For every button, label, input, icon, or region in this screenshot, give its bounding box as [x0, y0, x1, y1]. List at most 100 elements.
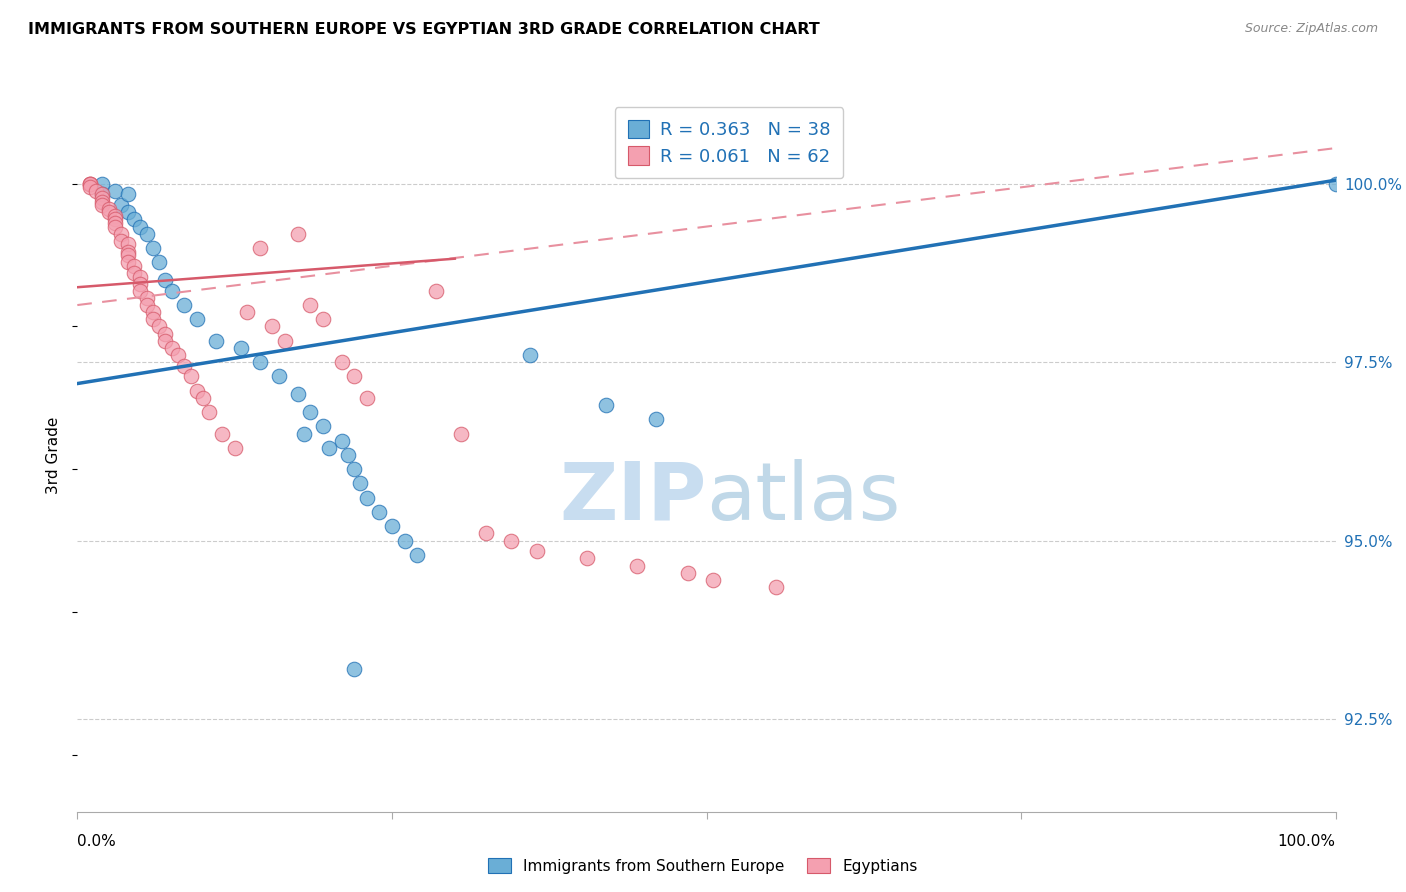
- Point: [91, 187, 114, 202]
- Point: [79, 177, 101, 191]
- Point: [79, 177, 101, 191]
- Point: [368, 505, 391, 519]
- Point: [173, 359, 195, 373]
- Text: atlas: atlas: [707, 458, 901, 537]
- Point: [191, 391, 215, 405]
- Point: [135, 227, 157, 241]
- Point: [104, 209, 127, 223]
- Point: [155, 326, 177, 341]
- Point: [198, 405, 221, 419]
- Point: [110, 234, 132, 248]
- Point: [287, 227, 309, 241]
- Point: [104, 219, 127, 234]
- Point: [312, 312, 335, 326]
- Point: [180, 369, 202, 384]
- Point: [645, 412, 668, 426]
- Point: [91, 187, 114, 202]
- Point: [148, 319, 170, 334]
- Point: [312, 419, 335, 434]
- Point: [117, 187, 139, 202]
- Point: [117, 255, 139, 269]
- Point: [356, 491, 378, 505]
- Point: [91, 177, 114, 191]
- Point: [765, 580, 787, 594]
- Point: [274, 334, 297, 348]
- Point: [204, 334, 226, 348]
- Point: [155, 334, 177, 348]
- Point: [91, 198, 114, 212]
- Point: [155, 273, 177, 287]
- Point: [229, 341, 252, 355]
- Point: [475, 526, 498, 541]
- Point: [287, 387, 309, 401]
- Legend: R = 0.363   N = 38, R = 0.061   N = 62: R = 0.363 N = 38, R = 0.061 N = 62: [614, 107, 844, 178]
- Point: [135, 298, 157, 312]
- Point: [267, 369, 290, 384]
- Point: [299, 298, 322, 312]
- Point: [249, 355, 271, 369]
- Point: [186, 312, 208, 326]
- Text: 0.0%: 0.0%: [77, 834, 117, 849]
- Point: [142, 241, 165, 255]
- Point: [97, 202, 120, 216]
- Point: [122, 212, 145, 227]
- Point: [91, 194, 114, 209]
- Point: [117, 205, 139, 219]
- Point: [318, 441, 340, 455]
- Point: [224, 441, 246, 455]
- Point: [117, 237, 139, 252]
- Point: [236, 305, 259, 319]
- Point: [292, 426, 315, 441]
- Point: [343, 662, 366, 676]
- Text: IMMIGRANTS FROM SOUTHERN EUROPE VS EGYPTIAN 3RD GRADE CORRELATION CHART: IMMIGRANTS FROM SOUTHERN EUROPE VS EGYPT…: [28, 22, 820, 37]
- Text: Source: ZipAtlas.com: Source: ZipAtlas.com: [1244, 22, 1378, 36]
- Point: [91, 191, 114, 205]
- Point: [122, 259, 145, 273]
- Point: [519, 348, 541, 362]
- Point: [381, 519, 404, 533]
- Point: [343, 369, 366, 384]
- Point: [450, 426, 472, 441]
- Point: [110, 227, 132, 241]
- Point: [249, 241, 271, 255]
- Point: [336, 448, 359, 462]
- Point: [356, 391, 378, 405]
- Point: [676, 566, 699, 580]
- Point: [117, 248, 139, 262]
- Point: [160, 284, 183, 298]
- Point: [626, 558, 648, 573]
- Point: [167, 348, 190, 362]
- Point: [79, 180, 101, 194]
- Point: [129, 277, 152, 291]
- Point: [160, 341, 183, 355]
- Point: [406, 548, 429, 562]
- Point: [110, 198, 132, 212]
- Point: [104, 216, 127, 230]
- Point: [702, 573, 724, 587]
- Point: [117, 244, 139, 259]
- Point: [79, 177, 101, 191]
- Point: [394, 533, 416, 548]
- Point: [575, 551, 598, 566]
- Point: [186, 384, 208, 398]
- Point: [84, 184, 107, 198]
- Point: [595, 398, 617, 412]
- Point: [262, 319, 284, 334]
- Point: [330, 355, 353, 369]
- Point: [526, 544, 548, 558]
- Text: ZIP: ZIP: [560, 458, 707, 537]
- Point: [1324, 177, 1347, 191]
- Text: 100.0%: 100.0%: [1278, 834, 1336, 849]
- Point: [173, 298, 195, 312]
- Point: [148, 255, 170, 269]
- Point: [129, 269, 152, 284]
- Point: [349, 476, 371, 491]
- Point: [122, 266, 145, 280]
- Point: [330, 434, 353, 448]
- Point: [104, 212, 127, 227]
- Point: [135, 291, 157, 305]
- Point: [425, 284, 447, 298]
- Point: [129, 219, 152, 234]
- Y-axis label: 3rd Grade: 3rd Grade: [46, 417, 62, 493]
- Point: [142, 312, 165, 326]
